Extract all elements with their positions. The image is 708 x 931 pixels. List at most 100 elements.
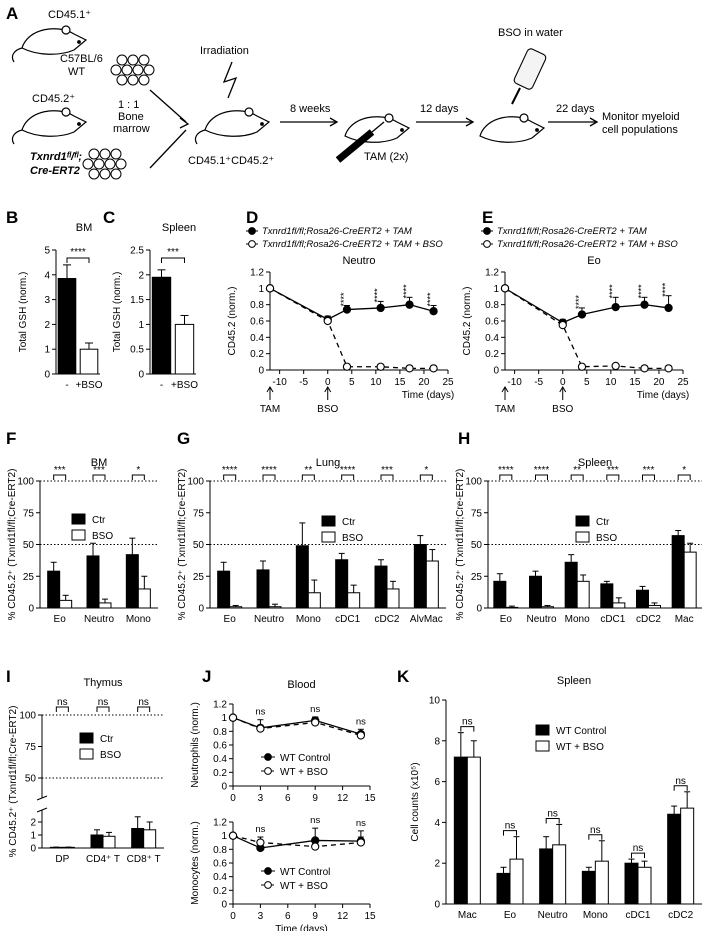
D-arrow-label: BSO (317, 404, 338, 415)
K-bar (594, 860, 609, 905)
K-y-axis-label: Cell counts (x10⁵) (410, 762, 421, 841)
ratio-line2: Bone (118, 111, 144, 123)
I-sig-bracket (96, 706, 110, 712)
J2-x-tick-label: 15 (364, 911, 376, 922)
H-bar (564, 561, 578, 609)
H-sig-label: *** (643, 465, 655, 476)
bso-water-label: BSO in water (498, 27, 563, 39)
panel-letter-j: J (202, 667, 211, 686)
D-x-axis-label: Time (days) (402, 390, 454, 401)
E-x-tick-label: 5 (584, 377, 590, 388)
step3-label: 22 days (556, 103, 595, 115)
H-sig-label: **** (534, 465, 550, 476)
D-y-tick-label: 0.4 (250, 333, 264, 344)
K-title: Spleen (557, 675, 591, 687)
H-sig-label: ** (573, 465, 581, 476)
D-arrow-head (266, 386, 274, 393)
G-bar (295, 545, 309, 609)
H-sig-bracket (570, 474, 584, 480)
F-sig-label: *** (93, 465, 105, 476)
K-x-tick-label: Eo (504, 910, 517, 921)
E-y-tick-label: 1 (493, 284, 499, 295)
step1-label: 8 weeks (290, 103, 331, 115)
syringe-icon (335, 121, 385, 163)
H-bar (636, 589, 649, 609)
I-y-tick-label: 2 (30, 818, 36, 829)
D-y-tick-label: 0.2 (250, 349, 264, 360)
J2-y-tick-label: 0.8 (213, 845, 227, 856)
C-sig-bracket (161, 257, 185, 263)
panel-letter-f: F (6, 429, 16, 448)
J2-sig-label: ns (356, 818, 366, 829)
panel-letter-d: D (246, 208, 258, 227)
J2-y-tick-label: 1.2 (213, 818, 227, 829)
G-sig-bracket (262, 474, 276, 480)
J1-y-tick-label: 0.6 (213, 741, 227, 752)
C-sig-label: *** (167, 247, 179, 258)
arrow-step2 (416, 117, 475, 127)
D-title: Neutro (342, 255, 375, 267)
H-bar (600, 583, 614, 609)
G-x-tick-label: Neutro (254, 614, 284, 625)
K-sig-bracket (460, 726, 475, 732)
J2-legend-label: WT + BSO (280, 881, 328, 892)
I-bar (102, 835, 116, 849)
C-y-tick-label: 2 (138, 270, 144, 281)
H-bar (683, 551, 697, 609)
G-bar (256, 569, 270, 609)
K-bar (581, 870, 596, 905)
E-sig-label: **** (608, 284, 618, 299)
F-x-tick-label: Mono (126, 614, 151, 625)
D-sig-label: **** (339, 292, 349, 307)
monitor-line2: cell populations (602, 124, 678, 136)
K-legend-swatch (535, 740, 550, 752)
I-bar (131, 828, 145, 849)
I-sig-label: ns (57, 697, 68, 708)
B-title: BM (76, 222, 93, 234)
J1-title: Blood (287, 679, 315, 691)
J1-legend-label: WT + BSO (280, 767, 328, 778)
J2-sig-label: ns (310, 815, 320, 826)
H-bar (612, 602, 626, 609)
F-legend-swatch (71, 513, 86, 525)
D-x-tick-label: 25 (442, 377, 454, 388)
K-bar (552, 844, 567, 905)
K-bar (509, 858, 524, 905)
J2-y-tick-label: 0.6 (213, 859, 227, 870)
J1-x-tick-label: 9 (312, 793, 318, 804)
G-sig-label: *** (381, 465, 393, 476)
D-y-tick-label: 0.6 (250, 317, 264, 328)
D-legend-marker (248, 240, 256, 248)
I-bar (143, 829, 157, 849)
K-sig-label: ns (633, 843, 644, 854)
F-y-tick-label: 50 (23, 540, 35, 551)
G-x-tick-label: cDC1 (335, 614, 360, 625)
E-arrow-label: BSO (552, 404, 573, 415)
D-sig-label: **** (373, 288, 383, 303)
G-legend-label: BSO (342, 533, 363, 544)
H-y-tick-label: 100 (465, 477, 482, 488)
panel-letter-h: H (458, 429, 470, 448)
B-bar (79, 348, 99, 375)
E-x-tick-label: 15 (629, 377, 641, 388)
G-title: Lung (316, 457, 340, 469)
tam-label: TAM (2x) (364, 151, 408, 163)
E-y-tick-label: 0.2 (485, 349, 499, 360)
J2-data-point (356, 838, 366, 847)
chimera-label: CD45.1⁺CD45.2⁺ (188, 155, 274, 167)
G-x-tick-label: Mono (296, 614, 321, 625)
G-sig-bracket (301, 474, 315, 480)
K-y-tick-label: 4 (434, 818, 440, 829)
E-data-point (558, 320, 567, 330)
C-y-axis-label: Total GSH (norm.) (112, 272, 123, 353)
I-x-tick-label: CD4⁺ T (86, 854, 120, 865)
ratio-line1: 1 : 1 (118, 99, 139, 111)
H-y-tick-label: 50 (471, 540, 483, 551)
F-bar (47, 570, 61, 609)
G-x-tick-label: Eo (224, 614, 237, 625)
D-y-axis-label: CD45.2 (norm.) (227, 287, 238, 356)
H-sig-bracket (499, 474, 513, 480)
I-bar (90, 834, 104, 849)
